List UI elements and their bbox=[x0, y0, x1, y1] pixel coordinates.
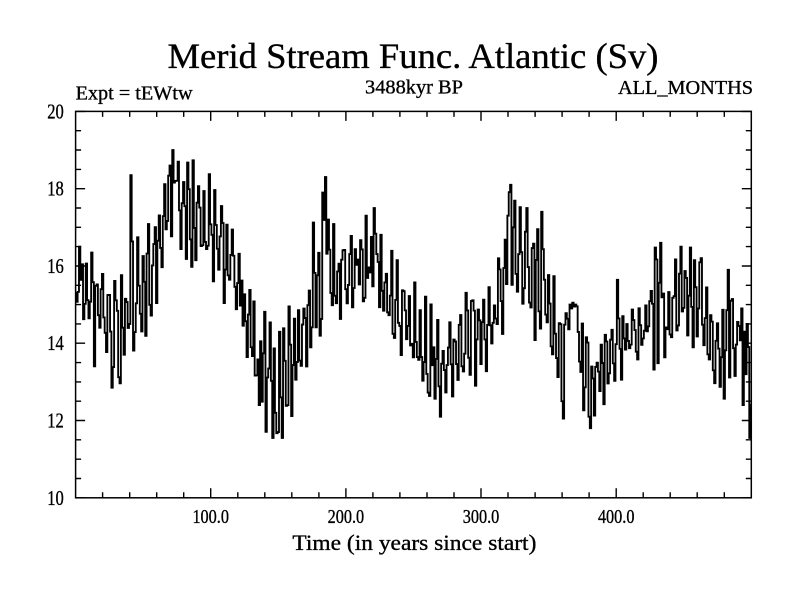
svg-text:14: 14 bbox=[47, 331, 64, 355]
svg-text:300.0: 300.0 bbox=[463, 506, 500, 528]
svg-text:100.0: 100.0 bbox=[192, 506, 229, 528]
svg-text:Expt = tEWtw: Expt = tEWtw bbox=[76, 83, 193, 105]
svg-text:12: 12 bbox=[47, 409, 64, 433]
svg-text:16: 16 bbox=[47, 254, 64, 278]
svg-text:400.0: 400.0 bbox=[598, 506, 635, 528]
svg-text:ALL_MONTHS: ALL_MONTHS bbox=[618, 77, 753, 99]
svg-text:3488kyr BP: 3488kyr BP bbox=[365, 76, 463, 98]
svg-text:18: 18 bbox=[47, 177, 64, 201]
svg-text:Time (in years since start): Time (in years since start) bbox=[292, 530, 536, 555]
svg-text:20: 20 bbox=[47, 99, 64, 123]
svg-text:10: 10 bbox=[47, 486, 64, 510]
svg-text:200.0: 200.0 bbox=[328, 506, 365, 528]
svg-text:Merid Stream Func. Atlantic (S: Merid Stream Func. Atlantic (Sv) bbox=[168, 36, 659, 76]
